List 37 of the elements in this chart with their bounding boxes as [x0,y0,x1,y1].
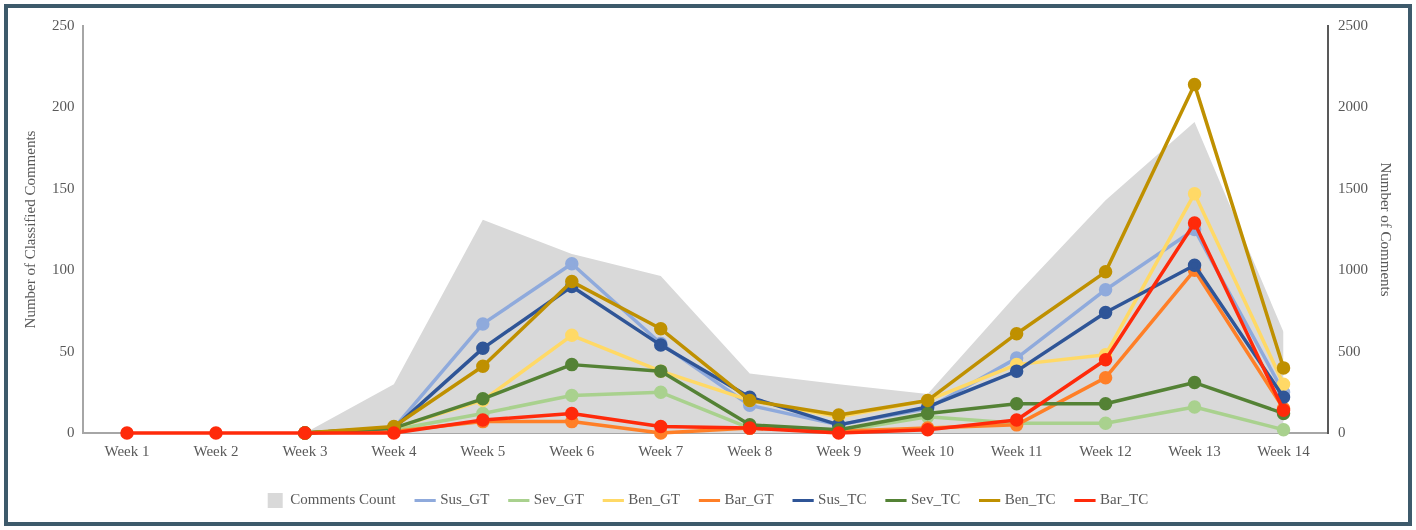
legend-label: Sev_GT [533,491,584,508]
legend-label: Sus_GT [440,491,490,508]
y-tick-label: 250 [52,16,75,33]
x-tick-label: Week 1 [104,442,150,459]
y2-tick-label: 2500 [1338,16,1368,33]
x-tick-label: Week 12 [1079,442,1132,459]
legend-label: Sus_TC [818,491,867,508]
y-tick-label: 0 [67,423,75,440]
x-tick-label: Week 8 [727,442,773,459]
y-tick-label: 100 [52,261,75,278]
y-tick-label: 50 [59,342,75,359]
x-tick-label: Week 6 [549,442,595,459]
y2-tick-label: 500 [1338,342,1361,359]
legend-label: Comments Count [290,491,397,508]
y2-axis-title: Number of Comments [1378,162,1395,297]
x-tick-label: Week 7 [638,442,684,459]
x-tick-label: Week 10 [901,442,954,459]
x-tick-label: Week 13 [1168,442,1221,459]
x-tick-label: Week 4 [371,442,417,459]
x-tick-label: Week 5 [460,442,506,459]
y2-tick-label: 1500 [1338,179,1368,196]
y2-tick-label: 2000 [1338,98,1368,115]
y-tick-label: 150 [52,179,75,196]
y-tick-label: 200 [52,98,75,115]
y2-tick-label: 0 [1338,423,1346,440]
x-tick-label: Week 11 [990,442,1043,459]
legend-label: Ben_GT [628,491,680,508]
legend-label: Sev_TC [910,491,961,508]
x-tick-label: Week 14 [1257,442,1311,459]
legend-label: Bar_TC [1099,491,1149,508]
legend-label: Ben_TC [1004,491,1056,508]
legend-label: Bar_GT [724,491,774,508]
y2-tick-label: 1000 [1338,261,1368,278]
x-tick-label: Week 9 [816,442,862,459]
x-tick-label: Week 2 [193,442,239,459]
y-axis-title: Number of Classified Comments [21,130,38,329]
x-tick-label: Week 3 [282,442,328,459]
